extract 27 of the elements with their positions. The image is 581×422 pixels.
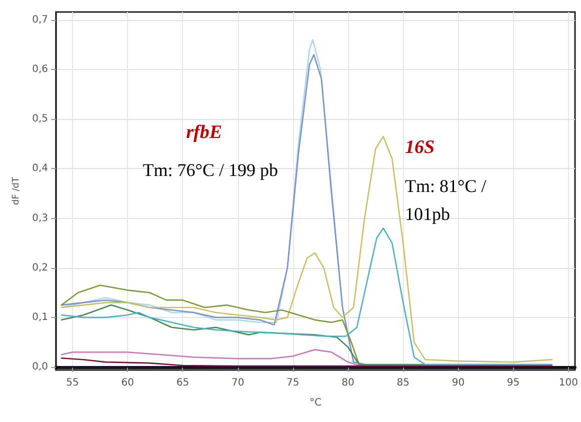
x-tick-label: 90 — [452, 378, 465, 388]
x-tick-label: 100 — [558, 378, 578, 388]
x-tick-label: 75 — [286, 378, 300, 388]
x-tick-label: 65 — [176, 378, 190, 388]
y-tick-label: 0,4 — [32, 163, 48, 174]
annotation: Tm: 81°C / 101pb — [405, 176, 491, 224]
annotation: Tm: 76°C / 199 pb — [142, 160, 278, 180]
annotation: 16S — [405, 137, 435, 158]
x-tick-label: 85 — [396, 378, 410, 388]
y-tick-label: 0,0 — [32, 362, 48, 373]
annotation: rfbE — [186, 122, 222, 143]
x-tick-label: 70 — [231, 378, 244, 388]
x-tick-label: 95 — [506, 378, 520, 388]
y-tick-label: 0,7 — [32, 14, 48, 26]
x-tick-label: 55 — [66, 378, 79, 388]
x-tick-label: 60 — [121, 378, 134, 388]
y-tick-label: 0,1 — [32, 312, 48, 323]
line-series — [60, 228, 553, 366]
y-tick-label: 0,3 — [32, 212, 48, 224]
line-series — [60, 357, 553, 367]
x-axis-title: °C — [310, 398, 322, 408]
y-tick-label: 0,2 — [32, 262, 48, 274]
y-tick-label: 0,5 — [32, 114, 48, 125]
line-series — [60, 349, 553, 366]
y-tick-label: 0,6 — [32, 64, 48, 76]
x-tick-label: 80 — [342, 378, 354, 388]
y-axis-title: dF /dT — [12, 176, 22, 205]
